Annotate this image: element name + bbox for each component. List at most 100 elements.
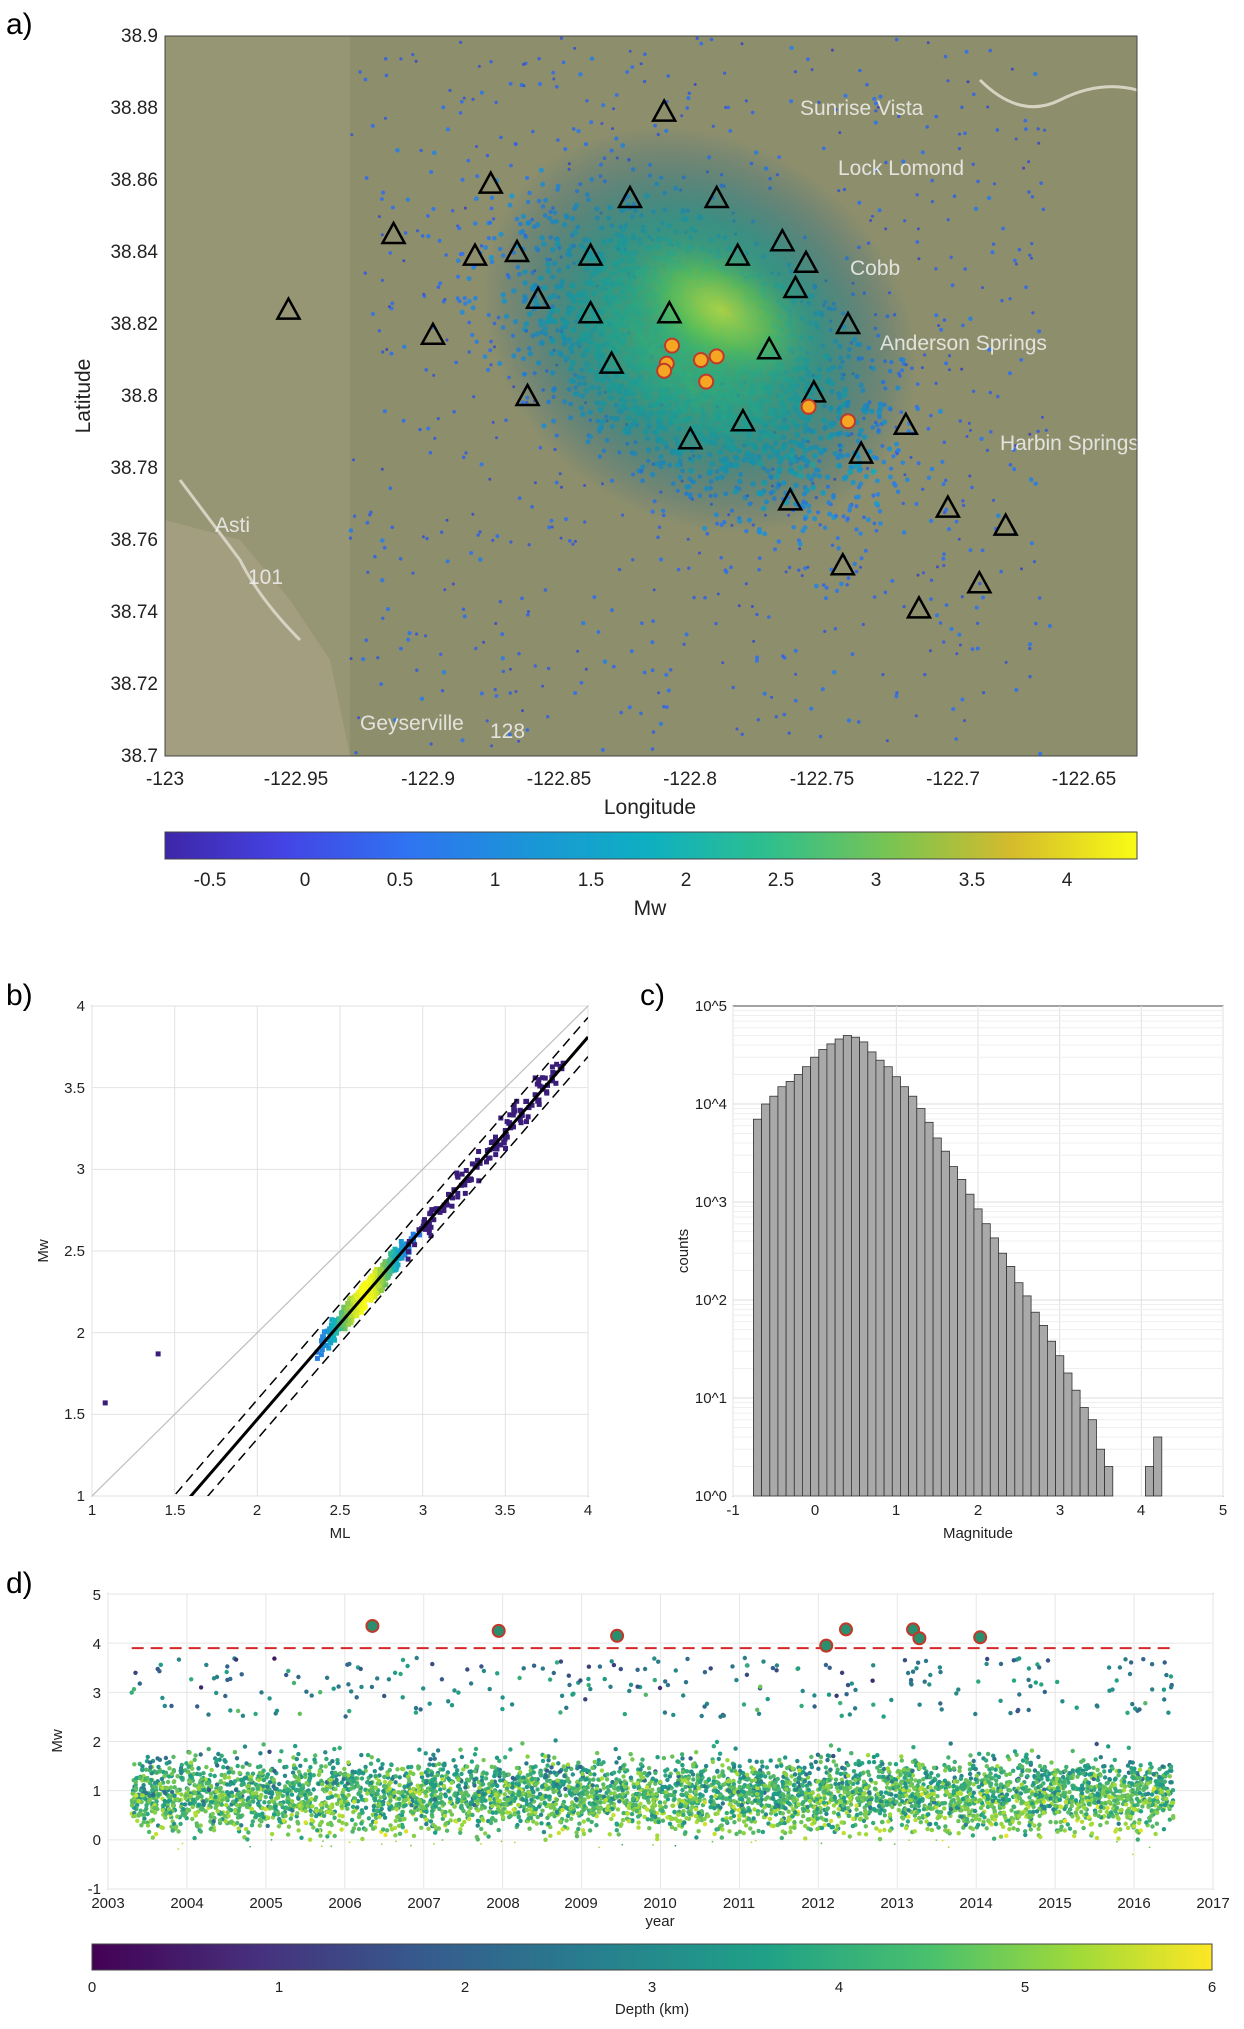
data-point (386, 1268, 392, 1274)
data-point (524, 1098, 530, 1104)
earthquake-dot (664, 672, 669, 677)
station-triangle (380, 220, 407, 245)
event-dot (911, 1745, 916, 1750)
data-point (510, 1112, 516, 1118)
route-128: 128 (490, 720, 525, 743)
earthquake-dot (482, 640, 486, 644)
earthquake-dot (619, 710, 623, 715)
earthquake-dot (940, 459, 945, 464)
earthquake-dot (970, 485, 974, 490)
earthquake-dot (988, 48, 992, 53)
earthquake-dot (478, 530, 482, 534)
earthquake-dot (884, 227, 888, 231)
cbar-tick: 1 (490, 870, 501, 891)
event-dot (459, 1754, 465, 1760)
event-dot (870, 1678, 875, 1683)
y-tick: 38.72 (110, 674, 158, 695)
fit-bound-line (172, 1016, 588, 1496)
histogram-bar (1047, 1340, 1057, 1497)
earthquake-dot (642, 670, 647, 675)
earthquake-dot (740, 42, 744, 46)
histogram-bar (1063, 1372, 1073, 1497)
earthquake-dot (640, 621, 644, 625)
earthquake-dot (960, 105, 964, 109)
data-point (347, 1302, 353, 1308)
earthquake-dot (971, 162, 975, 166)
earthquake-dot (916, 573, 920, 577)
data-point (328, 1340, 334, 1346)
data-point (422, 1226, 428, 1232)
histogram-bar (826, 1043, 836, 1497)
x-tick: -122.85 (527, 769, 591, 790)
earthquake-dot (426, 426, 431, 431)
event-dot (485, 1786, 491, 1791)
large-event-marker (708, 348, 725, 365)
earthquake-dot (971, 389, 976, 393)
cbar-tick: 3.5 (959, 870, 985, 891)
earthquake-dot (554, 480, 559, 485)
earthquake-dot (457, 226, 462, 231)
earthquake-dot (456, 258, 461, 264)
earthquake-dot (774, 715, 778, 719)
earthquake-dot (493, 688, 497, 692)
earthquake-dot (441, 105, 446, 110)
y-tick: 3.5 (64, 1080, 85, 1097)
event-dot (221, 1765, 226, 1770)
earthquake-dot (489, 60, 493, 64)
data-point (455, 1190, 461, 1196)
earthquake-dot (642, 79, 647, 84)
earthquake-dot (452, 409, 456, 414)
earthquake-dot (402, 344, 407, 349)
data-point (426, 1230, 432, 1236)
earthquake-dot (916, 227, 920, 231)
event-dot (163, 1755, 169, 1761)
earthquake-dot (393, 717, 398, 723)
earthquake-dot (800, 528, 806, 534)
earthquake-dot (915, 406, 920, 412)
data-point (536, 1077, 542, 1083)
histogram-bar (875, 1059, 885, 1497)
event-dot (303, 1772, 308, 1777)
earthquake-dot (985, 448, 990, 452)
earthquake-dot (525, 728, 530, 732)
earthquake-dot (990, 250, 995, 255)
event-dot (293, 1743, 298, 1749)
earthquake-dot (923, 672, 927, 677)
earthquake-dot (834, 107, 838, 112)
earthquake-dot (451, 582, 455, 586)
event-dot (529, 1797, 534, 1803)
earthquake-dot (980, 595, 985, 600)
earthquake-dot (581, 620, 586, 626)
data-point (372, 1269, 378, 1275)
data-point (410, 1231, 416, 1237)
earthquake-dot (621, 513, 625, 517)
earthquake-dot (854, 569, 859, 574)
earthquake-dot (429, 742, 433, 746)
event-dot (942, 1806, 947, 1811)
earthquake-dot (865, 82, 869, 87)
event-dot (765, 1696, 770, 1702)
event-dot (680, 1787, 685, 1793)
data-point (536, 1101, 542, 1107)
earthquake-dot (614, 93, 619, 97)
event-dot (777, 1757, 782, 1763)
earthquake-dot (443, 297, 447, 302)
histogram-bar (1022, 1295, 1032, 1497)
event-dot (1028, 1684, 1033, 1689)
data-point (341, 1304, 347, 1310)
y-tick: 38.8 (121, 386, 158, 407)
earthquake-dot (422, 292, 426, 296)
data-point (386, 1261, 392, 1267)
earthquake-dot (440, 689, 445, 693)
data-point (553, 1080, 559, 1086)
event-dot (400, 1657, 406, 1663)
earthquake-dot (963, 267, 967, 271)
histogram-bar (957, 1179, 967, 1497)
earthquake-dot (676, 567, 681, 572)
earthquake-dot (459, 40, 463, 45)
event-dot (752, 1819, 758, 1824)
earthquake-dot (895, 489, 901, 495)
earthquake-dot (821, 146, 826, 151)
histogram-bar (949, 1166, 959, 1497)
earthquake-dot (463, 301, 468, 306)
